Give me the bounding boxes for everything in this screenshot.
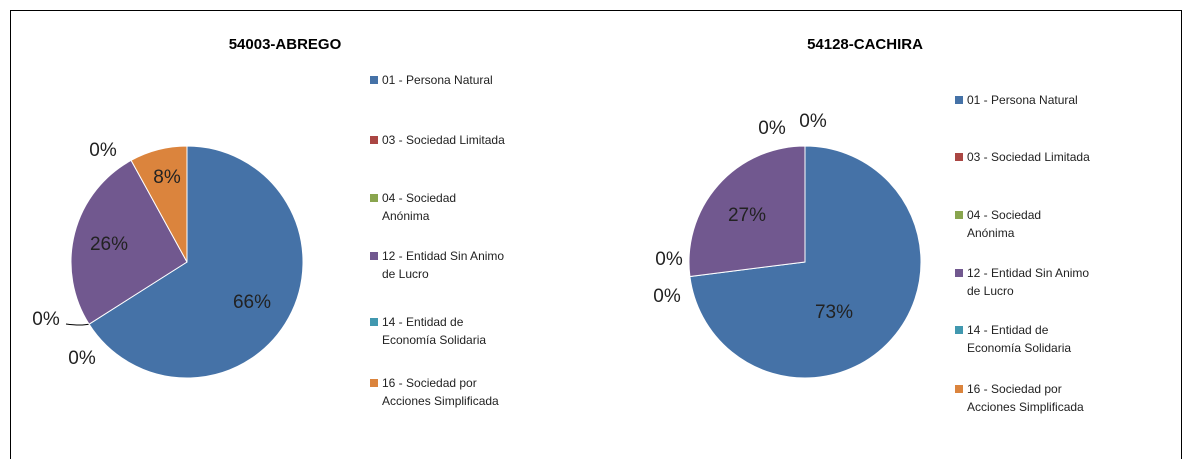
legend-swatch	[955, 326, 963, 334]
legend-label: 03 - Sociedad Limitada	[382, 133, 505, 147]
legend-swatch	[370, 194, 378, 202]
data-label: 0%	[68, 348, 96, 369]
legend-item: 04 - Sociedad Anónima	[955, 206, 1091, 242]
legend-label: 04 - Sociedad Anónima	[382, 191, 457, 223]
legend-label: 12 - Entidad Sin Animo de Lucro	[967, 266, 1090, 298]
pie-slice	[70, 159, 188, 325]
frame	[10, 10, 1182, 459]
data-label: 0%	[799, 111, 827, 132]
legend-item: 03 - Sociedad Limitada	[955, 148, 1091, 166]
chart-title: 54128-CACHIRA	[807, 36, 923, 53]
legend-label: 01 - Persona Natural	[967, 93, 1078, 107]
legend-swatch	[955, 385, 963, 393]
legend-swatch	[370, 252, 378, 260]
chart-title: 54003-ABREGO	[229, 36, 342, 53]
legend-swatch	[955, 96, 963, 104]
legend-label: 14 - Entidad de Economía Solidaria	[382, 315, 487, 347]
data-label: 26%	[90, 234, 128, 255]
legend-label: 14 - Entidad de Economía Solidaria	[967, 323, 1072, 355]
legend-item: 12 - Entidad Sin Animo de Lucro	[370, 247, 506, 283]
legend-swatch	[955, 153, 963, 161]
legend-item: 01 - Persona Natural	[370, 71, 506, 89]
data-label: 8%	[153, 167, 181, 188]
data-label: 0%	[89, 140, 117, 161]
legend-swatch	[370, 136, 378, 144]
data-label: 0%	[758, 118, 786, 139]
legend-label: 12 - Entidad Sin Animo de Lucro	[382, 249, 505, 281]
pie-slice	[688, 145, 806, 278]
legend-label: 16 - Sociedad por Acciones Simplificada	[967, 382, 1084, 414]
legend-label: 03 - Sociedad Limitada	[967, 150, 1090, 164]
data-label: 0%	[32, 309, 60, 330]
legend-label: 16 - Sociedad por Acciones Simplificada	[382, 376, 499, 408]
legend-label: 01 - Persona Natural	[382, 73, 493, 87]
legend-item: 03 - Sociedad Limitada	[370, 131, 506, 149]
leader-line	[65, 323, 90, 326]
legend-item: 16 - Sociedad por Acciones Simplificada	[955, 380, 1091, 416]
legend-item: 12 - Entidad Sin Animo de Lucro	[955, 264, 1091, 300]
pie-slice	[88, 145, 304, 379]
legend-swatch	[370, 379, 378, 387]
data-label: 66%	[233, 292, 271, 313]
legend-label: 04 - Sociedad Anónima	[967, 208, 1042, 240]
data-label: 73%	[815, 302, 853, 323]
legend-swatch	[370, 76, 378, 84]
legend-item: 14 - Entidad de Economía Solidaria	[370, 313, 506, 349]
pie-slice	[130, 145, 188, 263]
legend-swatch	[955, 211, 963, 219]
data-label: 27%	[728, 205, 766, 226]
legend-item: 14 - Entidad de Economía Solidaria	[955, 321, 1091, 357]
legend-swatch	[370, 318, 378, 326]
legend-item: 01 - Persona Natural	[955, 91, 1091, 109]
legend-item: 16 - Sociedad por Acciones Simplificada	[370, 374, 506, 410]
legend-item: 04 - Sociedad Anónima	[370, 189, 506, 225]
data-label: 0%	[653, 286, 681, 307]
data-label: 0%	[655, 249, 683, 270]
legend-swatch	[955, 269, 963, 277]
